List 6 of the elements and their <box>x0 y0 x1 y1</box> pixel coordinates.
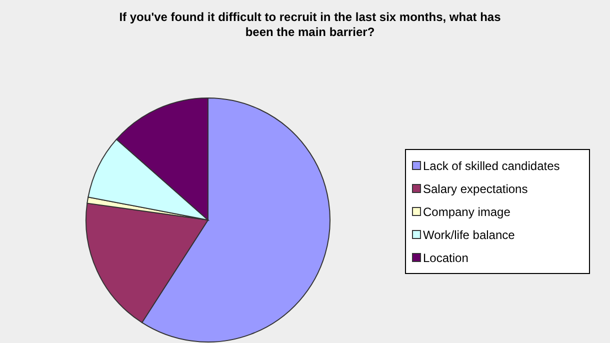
legend-label: Lack of skilled candidates <box>423 158 560 172</box>
legend-label: Work/life balance <box>423 228 515 242</box>
legend-label: Company image <box>423 204 510 218</box>
legend-label: Location <box>423 250 468 264</box>
chart-title: If you've found it difficult to recruit in the last six months, what has been the main barrier? <box>118 10 502 40</box>
legend-label: Salary expectations <box>423 182 528 196</box>
